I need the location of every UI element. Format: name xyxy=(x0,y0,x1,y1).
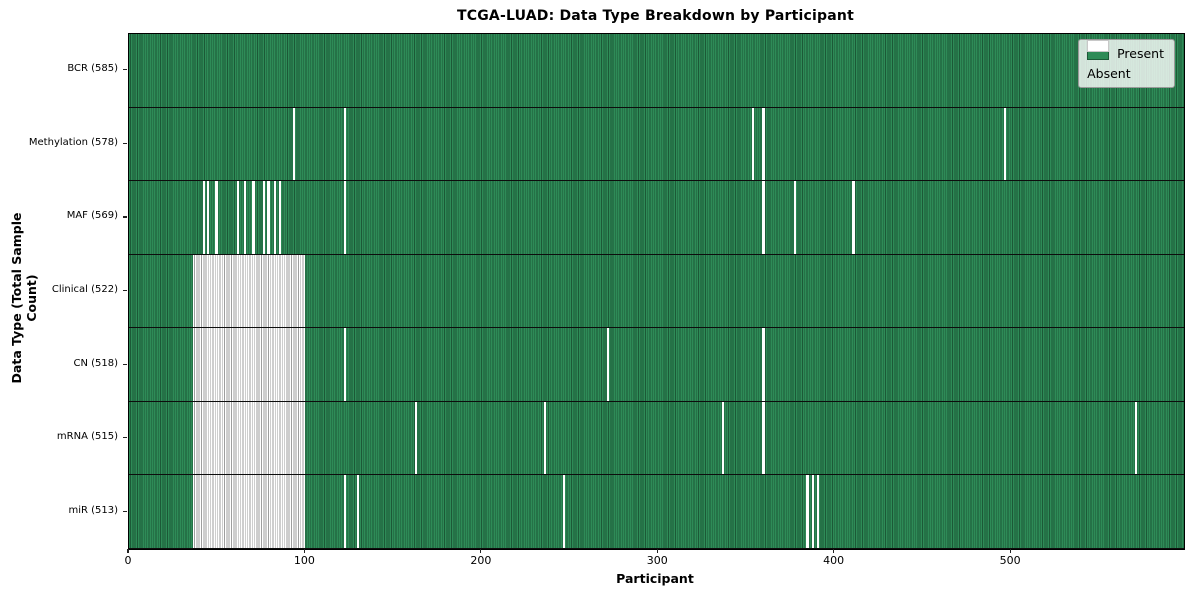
absent-region xyxy=(267,181,270,254)
absent-region xyxy=(543,401,546,475)
absent-region xyxy=(762,181,765,254)
legend-present-label: Present xyxy=(1117,46,1164,61)
heatmap-row-cn xyxy=(129,328,1184,402)
absent-region xyxy=(806,475,809,549)
x-tick-mark xyxy=(480,549,482,553)
heatmap-row-maf xyxy=(129,181,1184,255)
absent-region xyxy=(356,475,359,549)
absent-region xyxy=(344,328,347,401)
heatmap-row-mir xyxy=(129,475,1184,550)
absent-region xyxy=(203,181,206,254)
absent-region xyxy=(817,475,820,549)
x-tick-label: 300 xyxy=(646,554,668,567)
x-tick-mark xyxy=(833,549,835,553)
absent-region xyxy=(215,181,218,254)
absent-region xyxy=(607,328,610,401)
absent-region xyxy=(762,328,765,401)
absent-region xyxy=(344,107,347,181)
y-tick-mark xyxy=(123,69,127,71)
x-tick-label: 500 xyxy=(999,554,1021,567)
legend-item-absent: Absent xyxy=(1087,40,1164,81)
absent-region xyxy=(236,181,239,254)
x-tick-mark xyxy=(303,549,305,553)
absent-region xyxy=(852,181,855,254)
y-tick-mark xyxy=(123,290,127,292)
absent-region xyxy=(1134,401,1137,475)
absent-region xyxy=(192,254,306,328)
x-axis-label: Participant xyxy=(616,571,694,586)
y-tick-label: Methylation (578) xyxy=(28,136,118,148)
absent-region xyxy=(243,181,246,254)
absent-region xyxy=(252,181,255,254)
absent-region xyxy=(751,107,754,181)
absent-region xyxy=(762,401,765,475)
y-tick-label: MAF (569) xyxy=(66,210,118,222)
y-tick-label: miR (513) xyxy=(68,504,118,516)
legend: Present Absent xyxy=(1078,39,1175,88)
absent-region xyxy=(192,401,306,475)
heatmap-row-methylation xyxy=(129,107,1184,182)
y-tick-label: CN (518) xyxy=(73,357,118,369)
y-tick-mark xyxy=(123,510,127,512)
absent-region xyxy=(263,181,266,254)
x-tick-mark xyxy=(656,549,658,553)
x-tick-label: 400 xyxy=(823,554,845,567)
absent-region xyxy=(278,181,282,254)
x-tick-mark xyxy=(127,549,129,553)
absent-region xyxy=(344,181,347,254)
absent-region xyxy=(721,401,724,475)
absent-region xyxy=(293,107,296,181)
chart-title: TCGA-LUAD: Data Type Breakdown by Partic… xyxy=(457,8,854,24)
absent-region xyxy=(811,475,814,549)
y-tick-label: Clinical (522) xyxy=(51,284,118,295)
y-tick-mark xyxy=(123,437,127,439)
heatmap-row-mrna xyxy=(129,401,1184,476)
x-tick-mark xyxy=(1009,549,1011,553)
absent-swatch xyxy=(1087,40,1110,52)
absent-region xyxy=(414,401,417,475)
y-tick-label: mRNA (515) xyxy=(56,431,118,443)
absent-region xyxy=(344,475,347,549)
absent-region xyxy=(794,181,797,254)
x-tick-label: 0 xyxy=(124,554,132,567)
y-tick-label: BCR (585) xyxy=(67,63,118,75)
absent-region xyxy=(192,328,306,401)
y-tick-mark xyxy=(123,142,127,145)
absent-region xyxy=(273,181,276,254)
absent-region xyxy=(192,475,306,549)
plot-area: Present Absent xyxy=(128,33,1185,550)
heatmap-row-clinical xyxy=(129,254,1184,329)
absent-region xyxy=(1004,107,1007,181)
x-tick-label: 100 xyxy=(293,554,315,567)
y-tick-mark xyxy=(123,216,127,218)
absent-region xyxy=(563,475,566,549)
absent-region xyxy=(762,107,765,181)
absent-region xyxy=(206,181,209,254)
x-tick-label: 200 xyxy=(470,554,492,567)
y-tick-mark xyxy=(123,363,127,365)
legend-absent-label: Absent xyxy=(1087,66,1131,81)
heatmap-row-bcr xyxy=(129,34,1184,108)
